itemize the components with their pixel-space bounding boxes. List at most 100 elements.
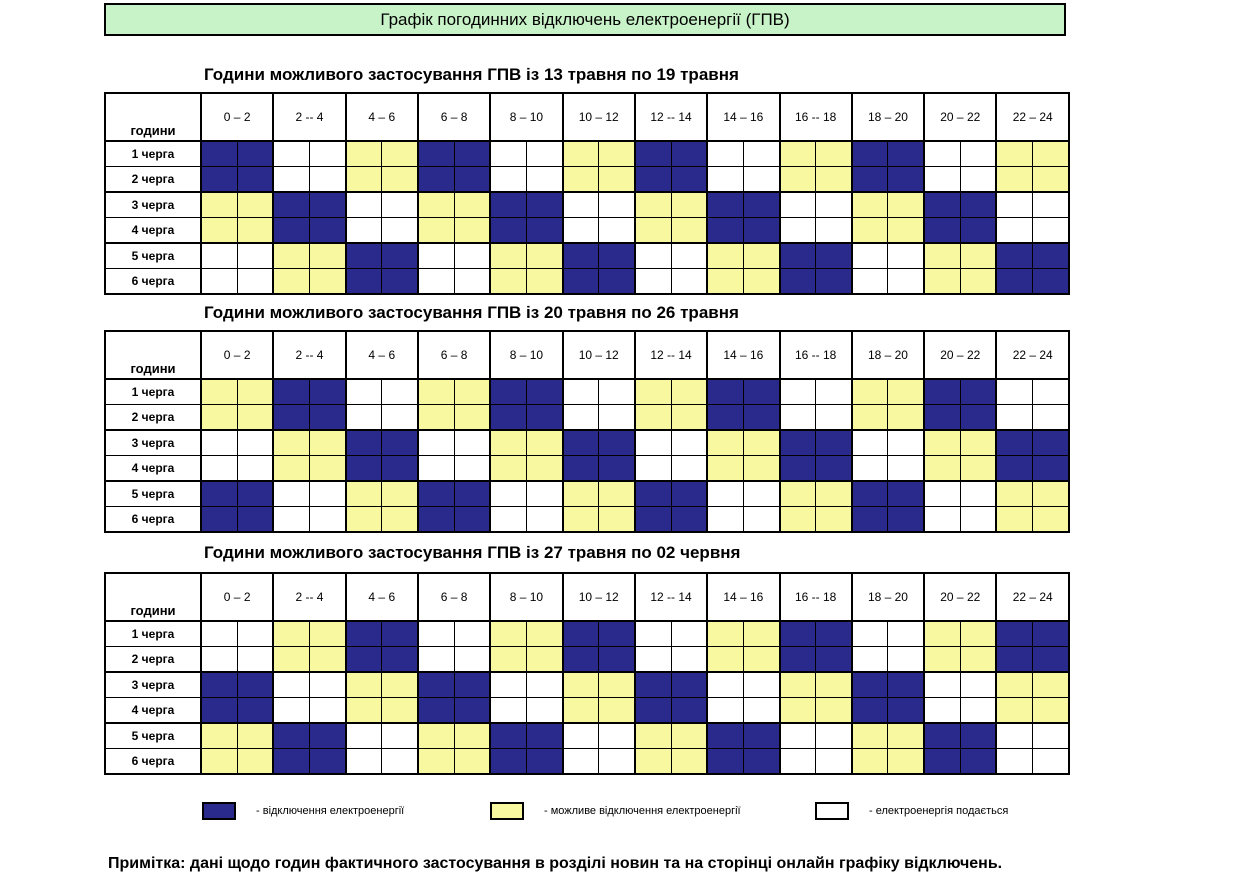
hour-cell-off [416,671,455,698]
hour-cell-off [561,242,600,269]
hour-cell-maybe [778,506,817,533]
hour-cell-maybe [633,722,672,749]
hour-cell-off [236,140,274,167]
hour-cell-maybe [236,217,274,244]
hour-range-header: 14 – 16 [706,330,781,380]
hour-cell-on [923,480,961,507]
hour-cell-on [670,646,708,673]
hour-cell-off [272,722,310,749]
hour-cell-off [308,378,347,405]
hour-cell-maybe [887,217,925,244]
legend-item-maybe: - можливе відключення електроенергії [490,802,741,820]
queue-row: 1 черга [104,140,1070,167]
hour-cell-on [561,378,600,405]
hour-cell-on [959,140,997,167]
hour-cell-off [236,697,274,724]
section-title: Години можливого застосування ГПВ із 27 … [204,543,741,562]
queue-label: 5 черга [104,242,202,269]
legend-label-maybe: - можливе відключення електроенергії [544,805,741,817]
hour-cell-on [344,378,383,405]
hour-cell-off [344,268,383,295]
hour-cell-off [561,268,600,295]
hour-range-header: 8 – 10 [489,330,564,380]
hour-cell-maybe [706,429,744,456]
hour-cell-off [887,506,925,533]
hour-range-header: 18 – 20 [850,330,925,380]
hour-cell-on [670,242,708,269]
hour-cell-on [344,722,383,749]
hour-cell-off [742,378,781,405]
hour-cell-maybe [308,455,347,482]
hour-cell-off [1032,268,1070,295]
hour-cell-off [344,242,383,269]
hour-cell-maybe [633,191,672,218]
hour-cell-off [923,722,961,749]
hour-cell-off [598,429,636,456]
hour-cell-maybe [453,191,491,218]
hour-cell-maybe [850,378,889,405]
queue-row: 4 черга [104,217,1070,244]
hour-cell-maybe [959,455,997,482]
hour-cell-off [381,429,419,456]
legend-swatch-on [815,802,849,820]
section-title: Години можливого застосування ГПВ із 20 … [204,303,739,322]
hour-cell-on [489,140,527,167]
hour-cell-maybe [525,268,564,295]
hour-cell-on [670,620,708,647]
hour-cell-off [778,242,817,269]
hour-cell-on [381,722,419,749]
hour-cell-off [706,378,744,405]
legend-item-on: - електроенергія подається [815,802,1008,820]
hour-cell-off [453,140,491,167]
hour-cell-maybe [381,697,419,724]
hour-cell-off [850,140,889,167]
hour-cell-off [416,506,455,533]
hour-cell-on [525,480,564,507]
hour-cell-maybe [344,671,383,698]
hour-cell-on [344,191,383,218]
hour-cell-off [598,646,636,673]
hour-cell-maybe [489,242,527,269]
hour-cell-maybe [525,646,564,673]
hour-cell-off [200,697,238,724]
hour-range-header: 20 – 22 [923,330,997,380]
hour-cell-on [381,191,419,218]
hour-cell-off [670,697,708,724]
hour-cell-off [1032,646,1070,673]
hour-cell-on [272,697,310,724]
queue-row: 1 черга [104,378,1070,405]
hour-cell-maybe [923,455,961,482]
hour-cell-maybe [995,506,1034,533]
hour-cell-off [959,217,997,244]
hour-range-header: 20 – 22 [923,92,997,142]
hour-cell-on [815,748,853,775]
hour-cell-on [742,671,781,698]
hour-cell-on [272,140,310,167]
hour-cell-on [1032,217,1070,244]
hour-cell-off [706,722,744,749]
footnote: Примітка: дані щодо годин фактичного зас… [108,855,1003,872]
hour-cell-maybe [381,166,419,193]
hour-cell-off [489,378,527,405]
hour-cell-off [742,722,781,749]
hour-cell-off [381,455,419,482]
hour-cell-on [815,191,853,218]
hour-cell-off [200,140,238,167]
hour-cell-maybe [416,748,455,775]
hour-cell-maybe [995,140,1034,167]
hour-cell-off [308,191,347,218]
hour-cell-off [598,268,636,295]
hour-cell-on [416,620,455,647]
hour-cell-on [633,242,672,269]
hour-cell-maybe [959,268,997,295]
hour-cell-on [995,191,1034,218]
hour-cell-off [489,748,527,775]
hour-cell-maybe [308,268,347,295]
hour-cell-maybe [778,166,817,193]
hour-cell-on [416,268,455,295]
hour-cell-off [200,671,238,698]
hour-cell-off [381,620,419,647]
queue-row: 5 черга [104,722,1070,749]
queue-row: 2 черга [104,166,1070,193]
